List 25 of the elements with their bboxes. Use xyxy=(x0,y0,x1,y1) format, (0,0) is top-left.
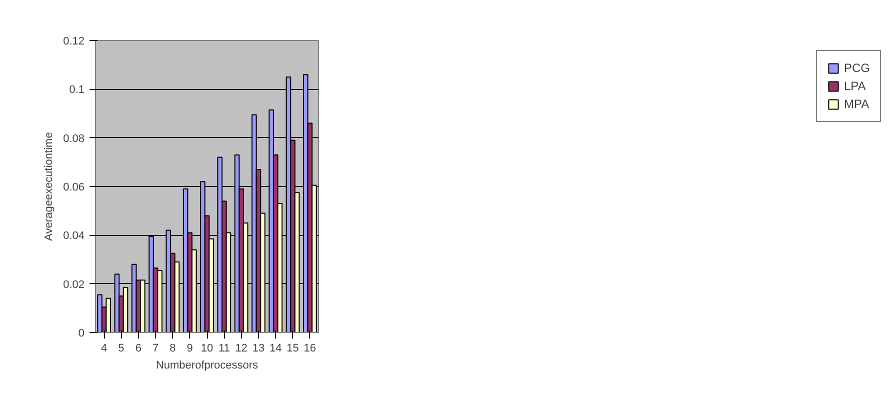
x-tick-label: 11 xyxy=(218,342,230,354)
legend-label: PCG xyxy=(844,61,870,75)
x-tick-label: 12 xyxy=(235,342,248,354)
x-tick-label: 15 xyxy=(286,342,299,354)
x-tick-label: 9 xyxy=(186,342,193,354)
y-tick-label: 0.04 xyxy=(63,230,85,242)
y-tick-label: 0.08 xyxy=(63,132,85,145)
x-axis-title: Numberofprocessors xyxy=(156,360,259,372)
x-tick-label: 4 xyxy=(101,342,108,354)
legend-label: MPA xyxy=(844,97,870,111)
y-tick-label: 0.06 xyxy=(63,182,85,194)
y-axis-title: Averageexecutiontime xyxy=(43,132,56,241)
legend-label: LPA xyxy=(844,79,866,93)
y-tick-label: 0.02 xyxy=(63,278,85,291)
x-tick-label: 6 xyxy=(135,342,142,354)
x-tick-label: 16 xyxy=(304,342,316,354)
x-tick-label: 5 xyxy=(118,342,124,354)
x-tick-label: 8 xyxy=(170,342,176,354)
x-tick-label: 7 xyxy=(152,342,159,354)
x-tick-label: 10 xyxy=(200,342,214,354)
y-tick-label: 0.12 xyxy=(63,36,85,48)
y-tick-label: 0.1 xyxy=(69,84,85,96)
x-tick-label: 13 xyxy=(252,342,265,354)
x-tick-label: 14 xyxy=(270,342,282,354)
y-tick-label: 0 xyxy=(78,328,85,340)
